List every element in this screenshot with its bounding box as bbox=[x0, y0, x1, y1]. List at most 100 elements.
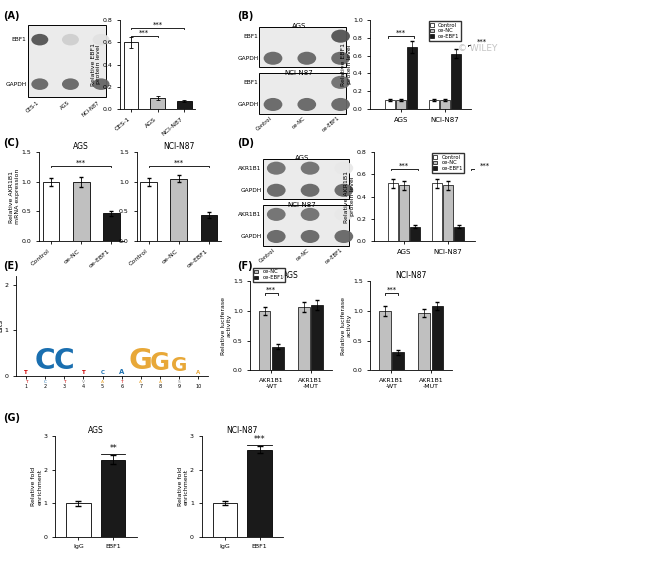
Ellipse shape bbox=[298, 98, 316, 111]
Ellipse shape bbox=[62, 34, 79, 45]
Bar bbox=[272, 347, 283, 370]
Legend: Control, oe-NC, oe-EBF1: Control, oe-NC, oe-EBF1 bbox=[428, 21, 461, 41]
Text: **: ** bbox=[109, 444, 117, 453]
Ellipse shape bbox=[267, 208, 285, 221]
Bar bbox=[432, 306, 443, 370]
Text: ***: *** bbox=[254, 435, 265, 444]
Text: T: T bbox=[63, 379, 66, 383]
Ellipse shape bbox=[92, 79, 110, 90]
Ellipse shape bbox=[335, 162, 353, 174]
FancyBboxPatch shape bbox=[263, 159, 349, 199]
Text: EBF1: EBF1 bbox=[12, 37, 27, 42]
Ellipse shape bbox=[301, 184, 319, 197]
Bar bbox=[150, 98, 165, 109]
Text: ***: *** bbox=[139, 30, 150, 36]
Text: oe-EBF1: oe-EBF1 bbox=[324, 247, 344, 265]
Text: A: A bbox=[196, 370, 201, 375]
FancyBboxPatch shape bbox=[259, 27, 346, 67]
Text: (C): (C) bbox=[3, 138, 20, 148]
Bar bbox=[410, 227, 420, 241]
Ellipse shape bbox=[31, 79, 48, 90]
Text: (G): (G) bbox=[3, 413, 20, 423]
Text: ***: *** bbox=[153, 22, 162, 28]
Y-axis label: Relative luciferase
activity: Relative luciferase activity bbox=[220, 297, 231, 355]
Bar bbox=[389, 183, 398, 241]
Text: C: C bbox=[44, 379, 47, 383]
Bar bbox=[124, 42, 138, 109]
Text: (B): (B) bbox=[237, 11, 254, 21]
Bar bbox=[248, 449, 272, 537]
FancyBboxPatch shape bbox=[263, 205, 349, 246]
Text: S: S bbox=[178, 379, 181, 383]
Ellipse shape bbox=[332, 30, 350, 42]
Text: G: G bbox=[129, 347, 153, 375]
Text: ***: *** bbox=[399, 163, 410, 169]
Text: C: C bbox=[54, 347, 75, 375]
Y-axis label: Relative fold
enrichment: Relative fold enrichment bbox=[31, 467, 42, 506]
Y-axis label: Bits: Bits bbox=[0, 319, 3, 332]
Bar bbox=[443, 185, 453, 241]
Text: GAPDH: GAPDH bbox=[237, 102, 259, 107]
Text: (A): (A) bbox=[3, 11, 20, 21]
Text: ***: *** bbox=[386, 287, 396, 293]
Ellipse shape bbox=[301, 162, 319, 174]
Text: ***: *** bbox=[396, 30, 406, 36]
Text: ***: *** bbox=[480, 163, 490, 169]
Bar bbox=[385, 100, 395, 109]
Text: oe-NC: oe-NC bbox=[294, 247, 310, 262]
Bar bbox=[379, 311, 391, 370]
Ellipse shape bbox=[335, 184, 353, 197]
Text: Control: Control bbox=[259, 247, 276, 263]
Bar bbox=[259, 311, 270, 370]
Text: T: T bbox=[120, 379, 123, 383]
Ellipse shape bbox=[332, 52, 350, 65]
Y-axis label: Relative luciferase
activity: Relative luciferase activity bbox=[341, 297, 352, 355]
Ellipse shape bbox=[298, 52, 316, 65]
Title: AGS: AGS bbox=[73, 142, 89, 152]
Bar bbox=[101, 460, 125, 537]
Bar bbox=[66, 503, 90, 537]
Text: A: A bbox=[101, 379, 104, 383]
FancyBboxPatch shape bbox=[27, 25, 106, 96]
Text: AKR1B1: AKR1B1 bbox=[239, 212, 262, 217]
Text: GAPDH: GAPDH bbox=[237, 56, 259, 61]
Ellipse shape bbox=[335, 230, 353, 243]
Bar bbox=[103, 213, 120, 241]
Ellipse shape bbox=[298, 76, 316, 89]
Text: NCI-N87: NCI-N87 bbox=[285, 70, 313, 76]
Bar bbox=[177, 101, 192, 109]
Legend: oe-NC, oe-EBF1: oe-NC, oe-EBF1 bbox=[253, 268, 285, 282]
Bar bbox=[400, 185, 409, 241]
Text: ***: *** bbox=[266, 287, 276, 293]
Y-axis label: Relative fold
enrichment: Relative fold enrichment bbox=[177, 467, 188, 506]
Ellipse shape bbox=[267, 184, 285, 197]
Bar bbox=[213, 503, 237, 537]
Text: A: A bbox=[119, 369, 124, 375]
Text: A: A bbox=[159, 379, 162, 383]
Text: G: G bbox=[171, 356, 187, 375]
Text: AGS: AGS bbox=[295, 155, 309, 161]
Bar bbox=[201, 215, 217, 241]
Text: ***: *** bbox=[476, 39, 487, 45]
Bar bbox=[454, 227, 464, 241]
Bar bbox=[407, 46, 417, 109]
Text: Control: Control bbox=[255, 115, 273, 131]
Y-axis label: Relative AKR1B1
mRNA expression: Relative AKR1B1 mRNA expression bbox=[9, 169, 20, 224]
Text: CES-1: CES-1 bbox=[25, 100, 40, 114]
Text: C: C bbox=[34, 347, 55, 375]
Bar bbox=[73, 182, 90, 241]
Ellipse shape bbox=[301, 208, 319, 221]
Text: (D): (D) bbox=[237, 138, 254, 148]
Text: AGS: AGS bbox=[292, 23, 306, 29]
Text: (F): (F) bbox=[237, 261, 253, 271]
Text: V: V bbox=[82, 379, 85, 383]
Text: (E): (E) bbox=[3, 261, 19, 271]
Ellipse shape bbox=[267, 162, 285, 174]
Ellipse shape bbox=[264, 76, 282, 89]
Title: NCI-N87: NCI-N87 bbox=[226, 426, 258, 436]
Text: ***: *** bbox=[174, 160, 184, 166]
Ellipse shape bbox=[267, 230, 285, 243]
Bar bbox=[392, 352, 404, 370]
Bar bbox=[170, 179, 187, 241]
Text: GAPDH: GAPDH bbox=[240, 188, 262, 193]
